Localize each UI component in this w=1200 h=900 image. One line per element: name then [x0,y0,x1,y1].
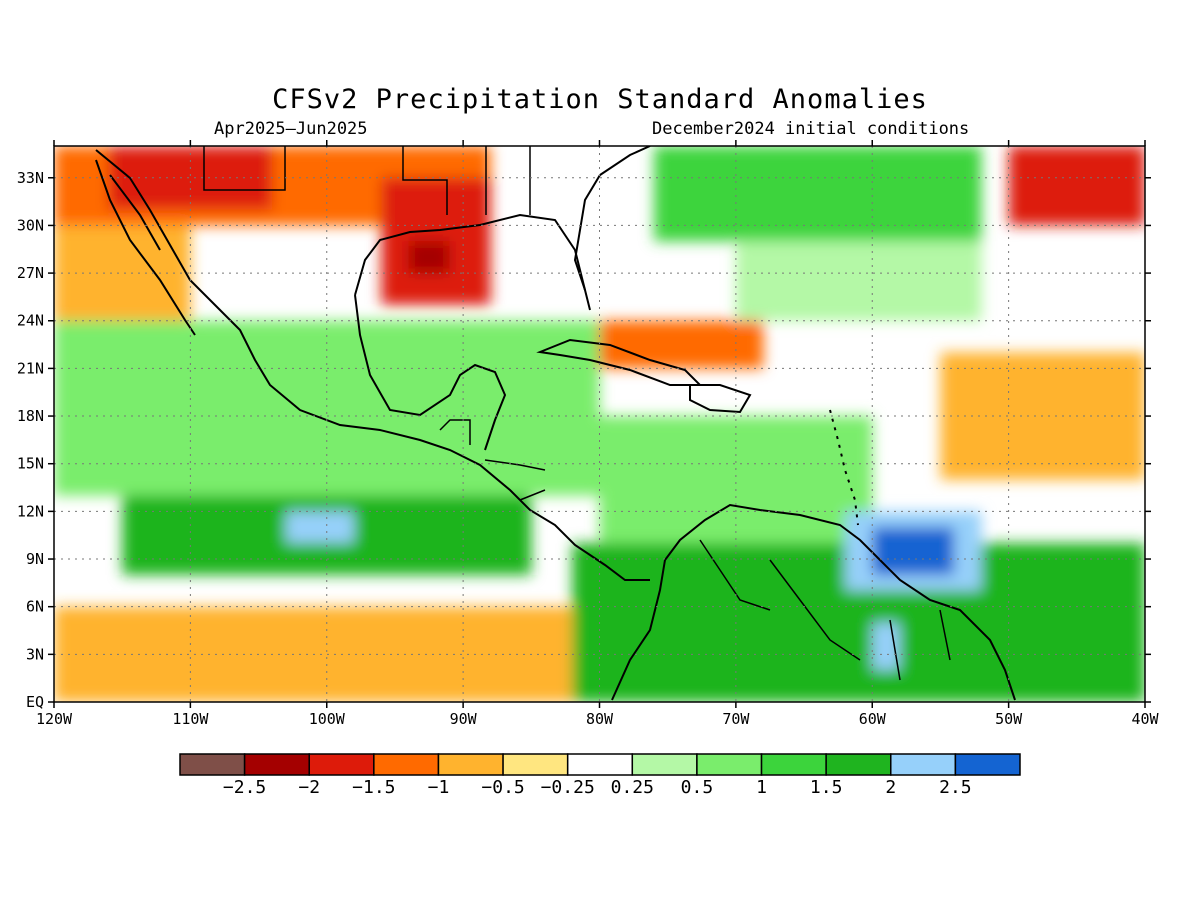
lon-tick-label: 90W [450,710,478,728]
lat-tick-label: 9N [26,550,44,568]
colorbar-label: −2 [298,777,320,798]
baja-peninsula [95,159,196,336]
colorbar-swatch [437,753,504,776]
field-cell [108,146,273,210]
colorbar-label: −0.5 [481,777,524,798]
field-cell [285,511,355,544]
south-america-coast [611,503,1016,701]
graticule [54,146,1145,702]
lat-tick-label: EQ [26,693,44,711]
lon-tick-label: 80W [586,710,614,728]
lat-tick-label: 18N [17,407,44,425]
south-america-borders [699,539,951,681]
colorbar-label: −2.5 [223,777,266,798]
map-field-area [54,146,1145,702]
colorbar-swatch [502,753,569,776]
colorbar-swatch [373,753,440,776]
precip-field [54,146,1145,702]
colorbar-label: 2.5 [939,777,972,798]
colorbar-label: 1 [756,777,767,798]
hispaniola [689,384,752,414]
colorbar-label: −0.25 [541,777,595,798]
colorbar-label: 2 [885,777,896,798]
field-cell [872,527,955,575]
colorbar-label: 0.5 [681,777,714,798]
lat-tick-label: 33N [17,169,44,187]
colorbar-label: 1.5 [810,777,843,798]
field-cell [408,241,450,274]
colorbar-swatch [179,753,246,776]
colorbar: −2.5 −2 −1.5 −1 −0.5 −0.25 0.25 0.5 1 1.5 2 2.5 [179,753,1021,798]
central-america-borders [439,419,546,501]
subtitle-period: Apr2025–Jun2025 [214,119,368,139]
lat-tick-label: 24N [17,312,44,330]
lat-tick-label: 30N [17,216,44,234]
field-cell [54,225,191,321]
lat-tick-label: 3N [26,645,44,663]
lon-tick-label: 120W [36,710,73,728]
field-cell [599,320,764,369]
lat-tick-label: 12N [17,502,44,520]
lesser-antilles [829,409,859,526]
colorbar-swatch [890,753,957,776]
gulf-coast [354,213,591,451]
axis-ticks: 120W 110W 100W 90W 80W 70W 60W 50W 40W EQ 3N 6N 9N 12… [17,140,1160,728]
lon-tick-label: 110W [172,710,209,728]
lat-tick-label: 15N [17,455,44,473]
colorbar-label: 0.25 [611,777,654,798]
field-cell [735,241,982,321]
lat-tick-label: 21N [17,359,44,377]
colorbar-swatch [308,753,375,776]
subtitle-initial-conditions: December2024 initial conditions [652,119,970,139]
colorbar-label: −1 [428,777,450,798]
field-cell [654,146,982,242]
lon-tick-label: 60W [859,710,887,728]
field-cell [1008,146,1145,226]
us-east-coast [573,146,651,291]
north-america-coast [95,149,650,581]
colorbar-swatch [243,753,310,776]
coastlines [95,146,1016,701]
colorbar-swatch [566,753,634,776]
lon-tick-label: 70W [722,710,750,728]
colorbar-swatch [696,753,763,776]
lon-tick-label: 40W [1131,710,1159,728]
lat-tick-label: 6N [26,598,44,616]
lon-tick-label: 50W [995,710,1023,728]
chart-title: CFSv2 Precipitation Standard Anomalies [272,84,928,115]
colorbar-swatch [825,753,892,776]
colorbar-label: −1.5 [352,777,395,798]
colorbar-swatch [760,753,827,776]
lon-tick-label: 100W [309,710,346,728]
colorbar-swatch [954,753,1021,776]
us-state-borders [203,146,531,215]
field-cell [872,622,900,671]
colorbar-swatch [631,753,698,776]
lat-tick-label: 27N [17,264,44,282]
